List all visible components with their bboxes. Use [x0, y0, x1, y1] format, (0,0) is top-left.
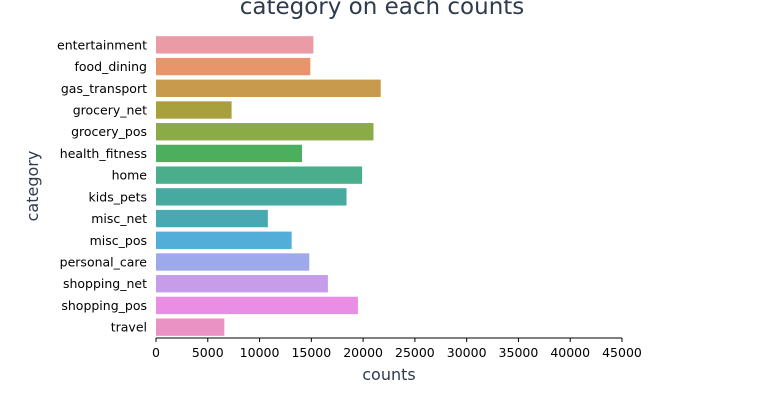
x-tick-label-25000: 25000 [395, 345, 435, 360]
x-tick-label-20000: 20000 [343, 345, 383, 360]
y-tick-label-shopping-net: shopping_net [63, 276, 147, 291]
y-axis-label: category [23, 151, 42, 222]
y-tick-label-shopping-pos: shopping_pos [61, 298, 147, 313]
y-tick-label-personal-care: personal_care [60, 255, 148, 270]
y-tick-label-misc-pos: misc_pos [90, 233, 147, 248]
bar-shopping-net [156, 275, 328, 293]
x-tick-label-0: 0 [152, 345, 160, 360]
y-tick-label-kids-pets: kids_pets [89, 189, 147, 204]
y-tick-label-home: home [112, 168, 148, 183]
x-tick-label-45000: 45000 [602, 345, 642, 360]
y-tick-label-food-dining: food_dining [74, 59, 147, 74]
y-tick-label-grocery-pos: grocery_pos [71, 124, 147, 139]
y-tick-label-health-fitness: health_fitness [60, 146, 147, 161]
x-tick-label-15000: 15000 [291, 345, 331, 360]
bar-grocery-pos [156, 123, 374, 141]
y-tick-label-grocery-net: grocery_net [73, 103, 147, 118]
x-axis-label: counts [362, 365, 415, 384]
bars-group [156, 36, 381, 336]
bar-kids-pets [156, 188, 347, 206]
bar-grocery-net [156, 101, 232, 119]
x-tick-label-5000: 5000 [192, 345, 224, 360]
bar-travel [156, 318, 225, 336]
y-tick-label-travel: travel [111, 320, 147, 335]
bar-misc-pos [156, 231, 292, 249]
bar-entertainment [156, 36, 314, 54]
bar-shopping-pos [156, 296, 358, 315]
y-tick-label-gas-transport: gas_transport [61, 81, 147, 96]
x-tick-label-35000: 35000 [499, 345, 539, 360]
bar-personal-care [156, 253, 310, 271]
bar-health-fitness [156, 144, 303, 163]
chart-title: category on each counts [240, 0, 525, 20]
bar-gas-transport [156, 79, 381, 97]
x-tick-label-10000: 10000 [240, 345, 280, 360]
bar-food-dining [156, 57, 311, 76]
y-tick-labels: entertainment food_dining gas_transportgro… [57, 37, 147, 334]
y-tick-label-misc-net: misc_net [91, 211, 147, 226]
bar-misc-net [156, 209, 268, 228]
y-tick-label-entertainment: entertainment [57, 37, 147, 52]
x-tick-label-30000: 30000 [447, 345, 487, 360]
x-tick-labels: 0 5000 10000 15000 20000 25000 30000 35000 40000… [152, 338, 642, 360]
x-tick-label-40000: 40000 [550, 345, 590, 360]
bar-home [156, 166, 363, 184]
